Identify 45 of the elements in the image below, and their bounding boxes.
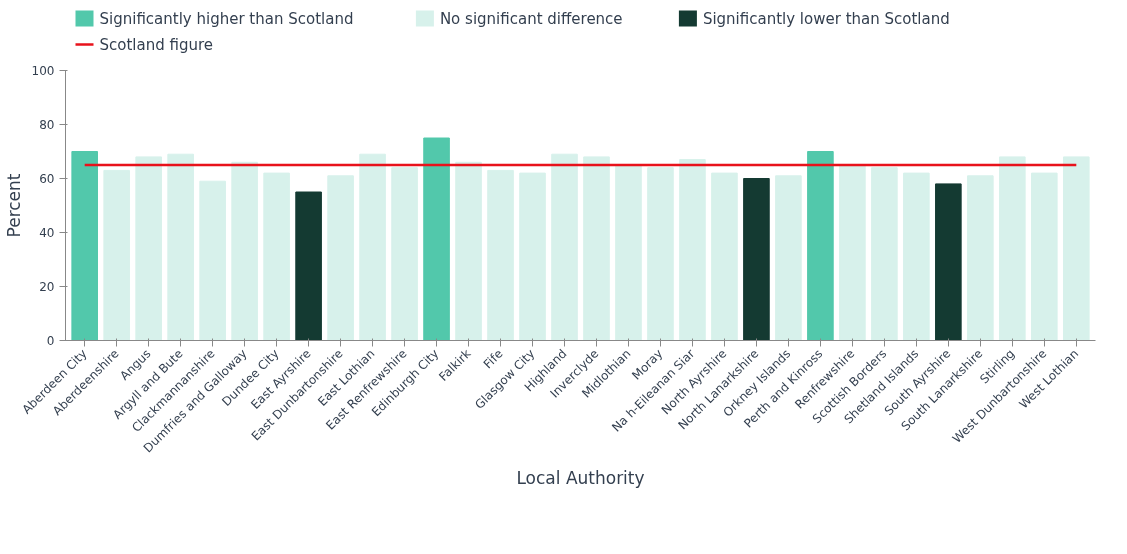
legend-label: Scotland figure [99,35,214,54]
bar [199,180,226,341]
bar [551,153,578,341]
bar [487,169,514,341]
bar [167,153,194,341]
bar [519,172,546,341]
bar [615,164,642,341]
bar [1063,156,1090,341]
bar [679,159,706,341]
y-tick-label: 40 [39,226,55,240]
bar [807,151,834,341]
bar [391,167,418,341]
bar [135,156,162,341]
bar [327,175,354,341]
bar [775,175,802,341]
bar [263,172,290,341]
bar [871,167,898,341]
bar [999,156,1026,341]
bar [1031,172,1058,341]
y-tick-label: 100 [31,64,55,78]
bar [359,153,386,341]
legend-label: Significantly lower than Scotland [702,9,950,28]
y-tick-label: 20 [39,280,55,294]
bar [295,191,322,341]
bar [967,175,994,341]
bar [583,156,610,341]
bar [71,151,98,341]
bar [455,161,482,341]
bar [743,178,770,341]
bar [423,137,450,341]
bar [231,161,258,341]
bar [711,172,738,341]
legend-label: Significantly higher than Scotland [99,9,354,28]
y-tick-label: 60 [39,172,55,186]
y-tick-label: 0 [46,334,55,348]
y-axis-title: Percent [3,173,24,238]
bar [103,169,130,341]
y-tick-label: 80 [39,118,55,132]
legend-label: No significant difference [439,9,623,28]
bar [903,172,930,341]
bar [935,183,962,341]
bar [839,164,866,341]
x-tick-label: Fife [480,346,506,372]
x-axis-title: Local Authority [516,468,645,489]
bar [647,167,674,341]
